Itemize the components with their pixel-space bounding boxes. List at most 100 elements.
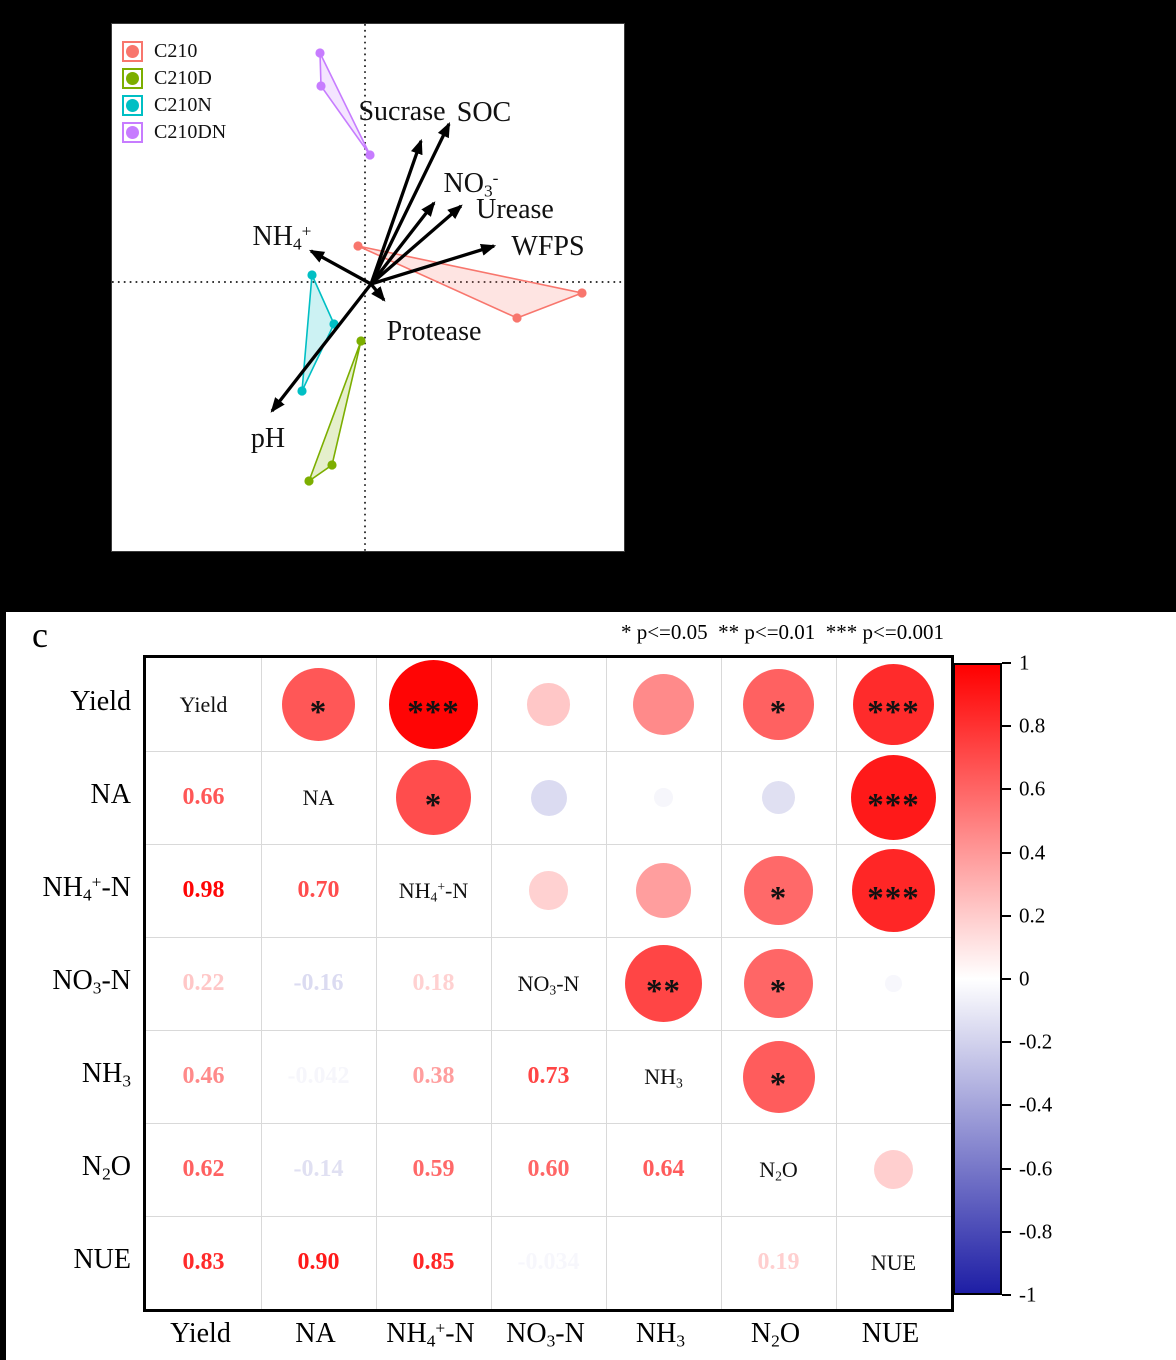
colorbar-tick-mark <box>1002 1230 1011 1233</box>
corr-value-NO3-N-Yield: 0.22 <box>146 937 261 1030</box>
pca-legend-dot-C210DN <box>126 126 139 139</box>
colorbar-tick-label-1: 1 <box>1019 650 1030 675</box>
corr-col-label-NH3: NH3 <box>603 1318 718 1358</box>
corr-value-N2O-NO3-N: 0.60 <box>491 1123 606 1216</box>
corr-stars: * <box>769 1066 788 1103</box>
corr-row-label-NH3: NH3 <box>6 1027 131 1120</box>
corr-stars: * <box>769 880 788 917</box>
corr-circle-NO3-N-N2O: * <box>743 948 814 1019</box>
colorbar-tick-mark <box>1002 1041 1011 1044</box>
corr-value-NO3-N-NA: -0.16 <box>261 937 376 1030</box>
pca-point-C210 <box>512 313 522 323</box>
pca-arrow-SOC <box>369 121 451 285</box>
pca-point-C210DN <box>316 81 326 91</box>
corr-gridline-v <box>260 658 262 1309</box>
corr-circle-NH3-N2O: * <box>742 1040 815 1113</box>
corr-row-label-text-NA: NA <box>90 778 131 810</box>
corr-circle-Yield-NO3-N <box>527 683 570 726</box>
colorbar-tick-label-0: 0 <box>1019 966 1030 991</box>
corr-row-label-text-NH4+-N: NH4+-N <box>42 871 131 904</box>
pca-arrow-pH <box>270 282 373 413</box>
corr-gridline-v <box>490 658 492 1309</box>
corr-circle-NO3-N-NUE <box>885 975 902 992</box>
corr-row-label-text-N2O: N2O <box>81 1150 131 1183</box>
colorbar-tick-label--0.2: -0.2 <box>1019 1029 1053 1054</box>
corr-value-N2O-NA: -0.14 <box>261 1123 376 1216</box>
colorbar-tick-label--0.8: -0.8 <box>1019 1219 1053 1244</box>
pca-legend-swatch-C210D <box>122 68 143 89</box>
colorbar-tick-mark <box>1002 662 1011 664</box>
corr-value-text: 0.18 <box>412 970 455 996</box>
colorbar-tick-mark <box>1002 851 1011 854</box>
corr-value-NH4+-N-Yield: 0.98 <box>146 844 261 937</box>
colorbar-tick-mark <box>1002 914 1011 917</box>
corr-value-N2O-NH3: 0.64 <box>606 1123 721 1216</box>
corr-diagonal-text-NA: NA <box>302 784 335 810</box>
pca-legend-swatch-C210N <box>122 95 143 116</box>
pca-hull-C210N <box>301 271 335 392</box>
corr-diagonal-label-NH4+-N: NH4+-N <box>376 844 491 937</box>
corr-diagonal-label-NO3-N: NO3-N <box>491 937 606 1030</box>
corr-row-label-text-NO3-N: NO3-N <box>52 964 131 997</box>
corr-diagonal-text-Yield: Yield <box>179 691 228 717</box>
pca-arrow-label-Sucrase: Sucrase <box>358 96 446 127</box>
corr-value-text: 0.46 <box>182 1063 225 1089</box>
corr-col-label-N2O: N2O <box>718 1318 833 1358</box>
corr-circle-NA-NUE: *** <box>850 754 937 841</box>
corr-diagonal-text-N2O: N2O <box>759 1156 798 1183</box>
corr-value-text: 0.70 <box>297 877 340 903</box>
corr-value-NUE-N2O: 0.19 <box>721 1216 836 1309</box>
corr-value-NO3-N-NH4+-N: 0.18 <box>376 937 491 1030</box>
pca-legend-dot-C210 <box>126 45 139 58</box>
corr-stars: *** <box>867 787 920 824</box>
corr-row-label-N2O: N2O <box>6 1120 131 1213</box>
corr-col-label-text-N2O: N2O <box>750 1318 801 1351</box>
corr-value-text: 0.98 <box>182 877 225 903</box>
pca-legend-dot-C210N <box>126 99 139 112</box>
colorbar-tick-mark <box>1002 725 1011 728</box>
corr-diagonal-label-NA: NA <box>261 751 376 844</box>
corr-circle-NH4+-N-N2O: * <box>743 855 814 926</box>
corr-matrix-grid: Yield NA NH4+-N NO3-N NH3 N2O NUE * 0.66 *** 0.98 0… <box>143 655 954 1312</box>
colorbar-tick-mark <box>1002 978 1011 980</box>
pca-legend-dot-C210D <box>126 72 139 85</box>
colorbar-tick-label--0.4: -0.4 <box>1019 1092 1053 1117</box>
corr-value-NH3-NA: -0.042 <box>261 1030 376 1123</box>
colorbar-tick-mark <box>1002 1294 1011 1296</box>
corr-diagonal-text-NH4+-N: NH4+-N <box>398 877 469 904</box>
corr-gridline-v <box>835 658 837 1309</box>
corr-row-label-text-Yield: Yield <box>70 685 131 717</box>
corr-value-NUE-NO3-N: -0.034 <box>491 1216 606 1309</box>
pca-point-C210DN <box>315 48 325 58</box>
pca-legend-swatch-C210DN <box>122 122 143 143</box>
corr-value-text: 0.38 <box>412 1063 455 1089</box>
corr-value-text: -0.14 <box>293 1156 344 1182</box>
correlation-panel: c * p<=0.05 ** p<=0.01 *** p<=0.001 Yiel… <box>6 612 1176 1360</box>
colorbar-tick-label--1: -1 <box>1019 1282 1037 1307</box>
pca-point-C210 <box>577 288 587 298</box>
corr-circle-NA-NH3 <box>654 788 673 807</box>
corr-col-label-Yield: Yield <box>143 1318 258 1358</box>
corr-col-label-text-Yield: Yield <box>170 1318 231 1349</box>
corr-value-text: -0.042 <box>287 1063 350 1089</box>
corr-value-text: 0.59 <box>412 1156 455 1182</box>
corr-row-label-NA: NA <box>6 748 131 841</box>
pca-point-C210DN <box>365 150 375 160</box>
colorbar-tick-mark <box>1002 1104 1011 1107</box>
corr-value-NUE-NH4+-N: 0.85 <box>376 1216 491 1309</box>
pca-arrow-label-NH4+: NH4+ <box>252 221 312 254</box>
corr-diagonal-label-N2O: N2O <box>721 1123 836 1216</box>
corr-col-label-text-NH3: NH3 <box>635 1318 686 1351</box>
corr-stars: * <box>309 694 328 731</box>
corr-gridline-v <box>720 658 722 1309</box>
corr-diagonal-label-Yield: Yield <box>146 658 261 751</box>
corr-value-N2O-Yield: 0.62 <box>146 1123 261 1216</box>
corr-circle-Yield-N2O: * <box>743 669 814 740</box>
corr-row-label-Yield: Yield <box>6 655 131 748</box>
corr-circle-NA-N2O <box>761 780 796 815</box>
corr-circle-NH4+-N-NO3-N <box>529 871 568 910</box>
colorbar-tick-label--0.6: -0.6 <box>1019 1156 1053 1181</box>
pca-arrow-label-pH: pH <box>250 423 286 454</box>
corr-gridline-h <box>146 1215 951 1217</box>
